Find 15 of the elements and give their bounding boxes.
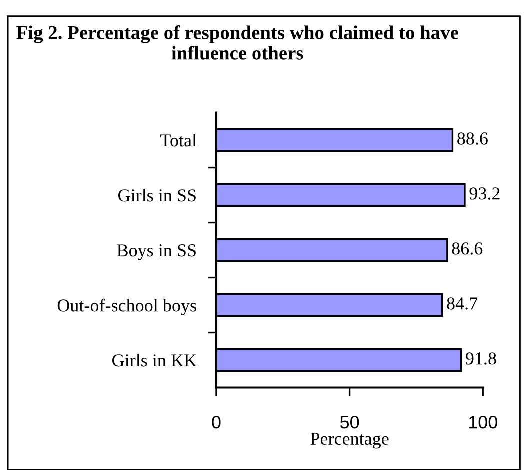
y-tick-label: Girls in SS <box>118 189 196 202</box>
y-tick-label: Out-of-school boys <box>58 298 196 316</box>
x-axis-title: Percentage <box>310 433 389 449</box>
data-label: 93.2 <box>470 188 500 200</box>
y-tick-label: Girls in KK <box>112 354 197 367</box>
chart-title: Fig 2. Percentage of respondents who claimed to have influence others <box>16 25 458 60</box>
data-label: 86.6 <box>452 242 483 255</box>
x-tick-label: 50 <box>340 416 360 429</box>
data-label: 88.6 <box>458 132 488 145</box>
data-label: 91.8 <box>466 352 496 365</box>
x-tick-label: 0 <box>212 416 221 429</box>
y-tick-label: Boys in SS <box>117 244 196 260</box>
x-tick-label: 100 <box>469 416 498 429</box>
y-tick-label: Total <box>160 134 197 147</box>
data-label: 84.7 <box>447 298 478 310</box>
